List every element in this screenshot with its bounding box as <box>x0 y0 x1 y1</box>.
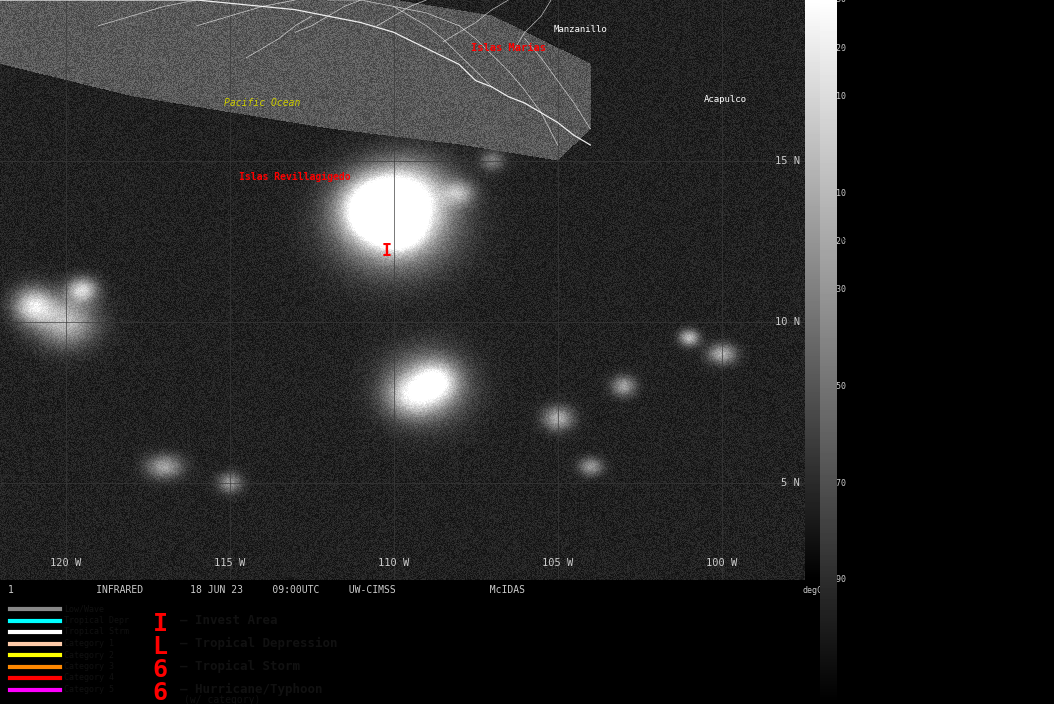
Text: 110 W: 110 W <box>378 558 409 568</box>
Text: (w/ category): (w/ category) <box>184 695 260 704</box>
Text: Low/Wave: Low/Wave <box>64 605 104 613</box>
Text: – Tropical Storm: – Tropical Storm <box>180 660 300 673</box>
Text: 0: 0 <box>832 141 837 149</box>
Text: degC: degC <box>803 586 822 595</box>
Text: 15 N: 15 N <box>775 156 800 166</box>
Text: Category 2: Category 2 <box>64 650 114 660</box>
Text: -20: -20 <box>832 237 846 246</box>
Text: 20230618/143022UTC: 20230618/143022UTC <box>840 72 956 82</box>
Text: - Latitude/Longitude: - Latitude/Longitude <box>840 176 945 186</box>
Text: Legend: Legend <box>850 14 901 27</box>
Text: – Hurricane/Typhoon: – Hurricane/Typhoon <box>180 683 323 696</box>
Text: Category 1: Category 1 <box>64 639 114 648</box>
Text: Acapulco: Acapulco <box>703 95 746 104</box>
Text: -30: -30 <box>832 286 846 294</box>
Text: +20: +20 <box>832 44 846 53</box>
Text: Tropical Depr: Tropical Depr <box>64 616 129 625</box>
Text: Category 5: Category 5 <box>64 685 114 694</box>
Text: I: I <box>153 612 168 636</box>
Text: - Political Boundaries: - Political Boundaries <box>840 148 950 158</box>
Text: Category 4: Category 4 <box>64 674 114 682</box>
Text: Tropical Strm: Tropical Strm <box>64 627 129 636</box>
Text: 120 W: 120 W <box>50 558 81 568</box>
Text: 100 W: 100 W <box>706 558 737 568</box>
Text: +30: +30 <box>832 0 846 4</box>
Text: – Invest Area: – Invest Area <box>180 614 277 627</box>
Text: 6: 6 <box>153 658 168 682</box>
Text: +10: +10 <box>832 92 846 101</box>
Text: 105 W: 105 W <box>542 558 573 568</box>
Text: -50: -50 <box>832 382 846 391</box>
Text: Manzanillo: Manzanillo <box>553 25 607 34</box>
Text: 10 N: 10 N <box>775 318 800 327</box>
Text: Pacific Ocean: Pacific Ocean <box>225 98 300 108</box>
Text: -10: -10 <box>832 189 846 198</box>
Text: I: I <box>382 242 392 260</box>
Text: – Tropical Depression: – Tropical Depression <box>180 637 337 650</box>
Text: Islas Revillagigedo: Islas Revillagigedo <box>239 172 351 182</box>
Text: 6: 6 <box>153 681 168 704</box>
Text: (source:NOAA/NHC): (source:NOAA/NHC) <box>840 232 943 242</box>
Text: Category 3: Category 3 <box>64 662 114 671</box>
Text: -90: -90 <box>832 575 846 584</box>
Text: Islas Marias: Islas Marias <box>471 44 546 54</box>
Text: 115 W: 115 W <box>214 558 246 568</box>
Text: -70: -70 <box>832 479 846 488</box>
Text: - Invest Position  20230618/1200UTC: - Invest Position 20230618/1200UTC <box>840 204 1032 214</box>
Text: - Longwave Infrared Image: - Longwave Infrared Image <box>840 44 980 54</box>
Text: L: L <box>153 635 168 659</box>
Text: 5 N: 5 N <box>781 478 800 489</box>
Text: 1              INFRARED        18 JUN 23     09:00UTC     UW-CIMSS              : 1 INFRARED 18 JUN 23 09:00UTC UW-CIMSS <box>8 585 525 595</box>
Text: - Labels: - Labels <box>840 260 881 270</box>
